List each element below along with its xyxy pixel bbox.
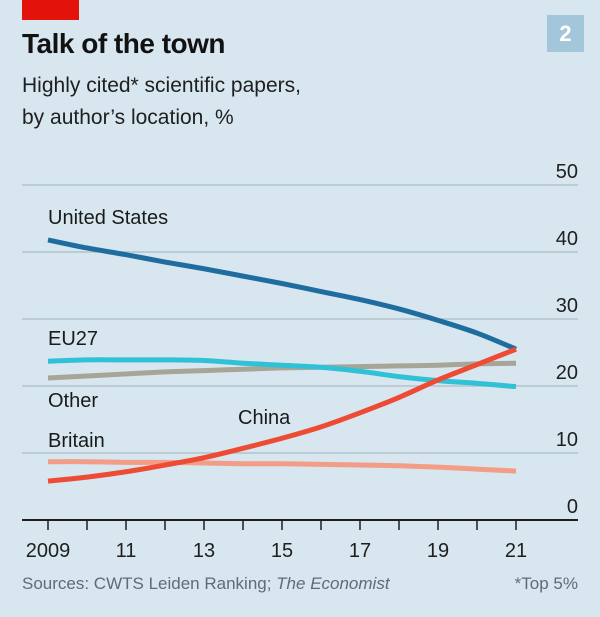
y-tick-label: 30: [556, 295, 578, 317]
label-china: China: [238, 407, 291, 429]
series-line-other: [47, 360, 517, 381]
sources-italic: The Economist: [276, 574, 390, 593]
line-chart: 0 10 20 30 40 50 2009 11 13 15 17 19 21 United Stat…: [22, 161, 578, 562]
series-line-united-states: [47, 237, 517, 352]
label-other: Other: [48, 390, 98, 412]
footnote: *Top 5%: [514, 574, 578, 593]
y-tick-label: 40: [556, 228, 578, 250]
y-tick-label: 0: [567, 496, 578, 518]
x-tick-label: 15: [271, 540, 293, 562]
x-tick-label: 11: [116, 540, 137, 562]
series-line-china: [47, 346, 517, 484]
series-labels: United States EU27 Other China Britain: [48, 207, 291, 452]
x-tick-label: 2009: [26, 540, 71, 562]
gridlines: [22, 184, 578, 454]
sources-prefix: Sources: CWTS Leiden Ranking;: [22, 574, 277, 593]
label-britain: Britain: [48, 430, 105, 452]
x-axis: 2009 11 13 15 17 19 21: [22, 519, 578, 562]
brand-red-bar: [22, 0, 79, 20]
chart-subtitle: Highly cited* scientific papers, by auth…: [22, 70, 301, 134]
y-tick-label: 10: [556, 429, 578, 451]
y-axis-ticks: 0 10 20 30 40 50: [556, 161, 578, 518]
chart-title: Talk of the town: [22, 28, 226, 59]
x-tick-label: 21: [505, 540, 527, 562]
x-tick-label: 13: [193, 540, 215, 562]
x-tick-label: 17: [349, 540, 371, 562]
y-tick-label: 50: [556, 161, 578, 183]
label-eu27: EU27: [48, 328, 98, 350]
series-line-britain: [47, 459, 517, 474]
x-tick-label: 19: [427, 540, 449, 562]
subtitle-line-2: by author’s location, %: [22, 106, 234, 129]
sources-note: Sources: CWTS Leiden Ranking; The Econom…: [22, 574, 390, 594]
label-united-states: United States: [48, 207, 168, 229]
y-tick-label: 20: [556, 362, 578, 384]
subtitle-line-1: Highly cited* scientific papers,: [22, 74, 301, 97]
series-lines: [47, 237, 517, 484]
chart-number-badge: 2: [547, 15, 584, 52]
